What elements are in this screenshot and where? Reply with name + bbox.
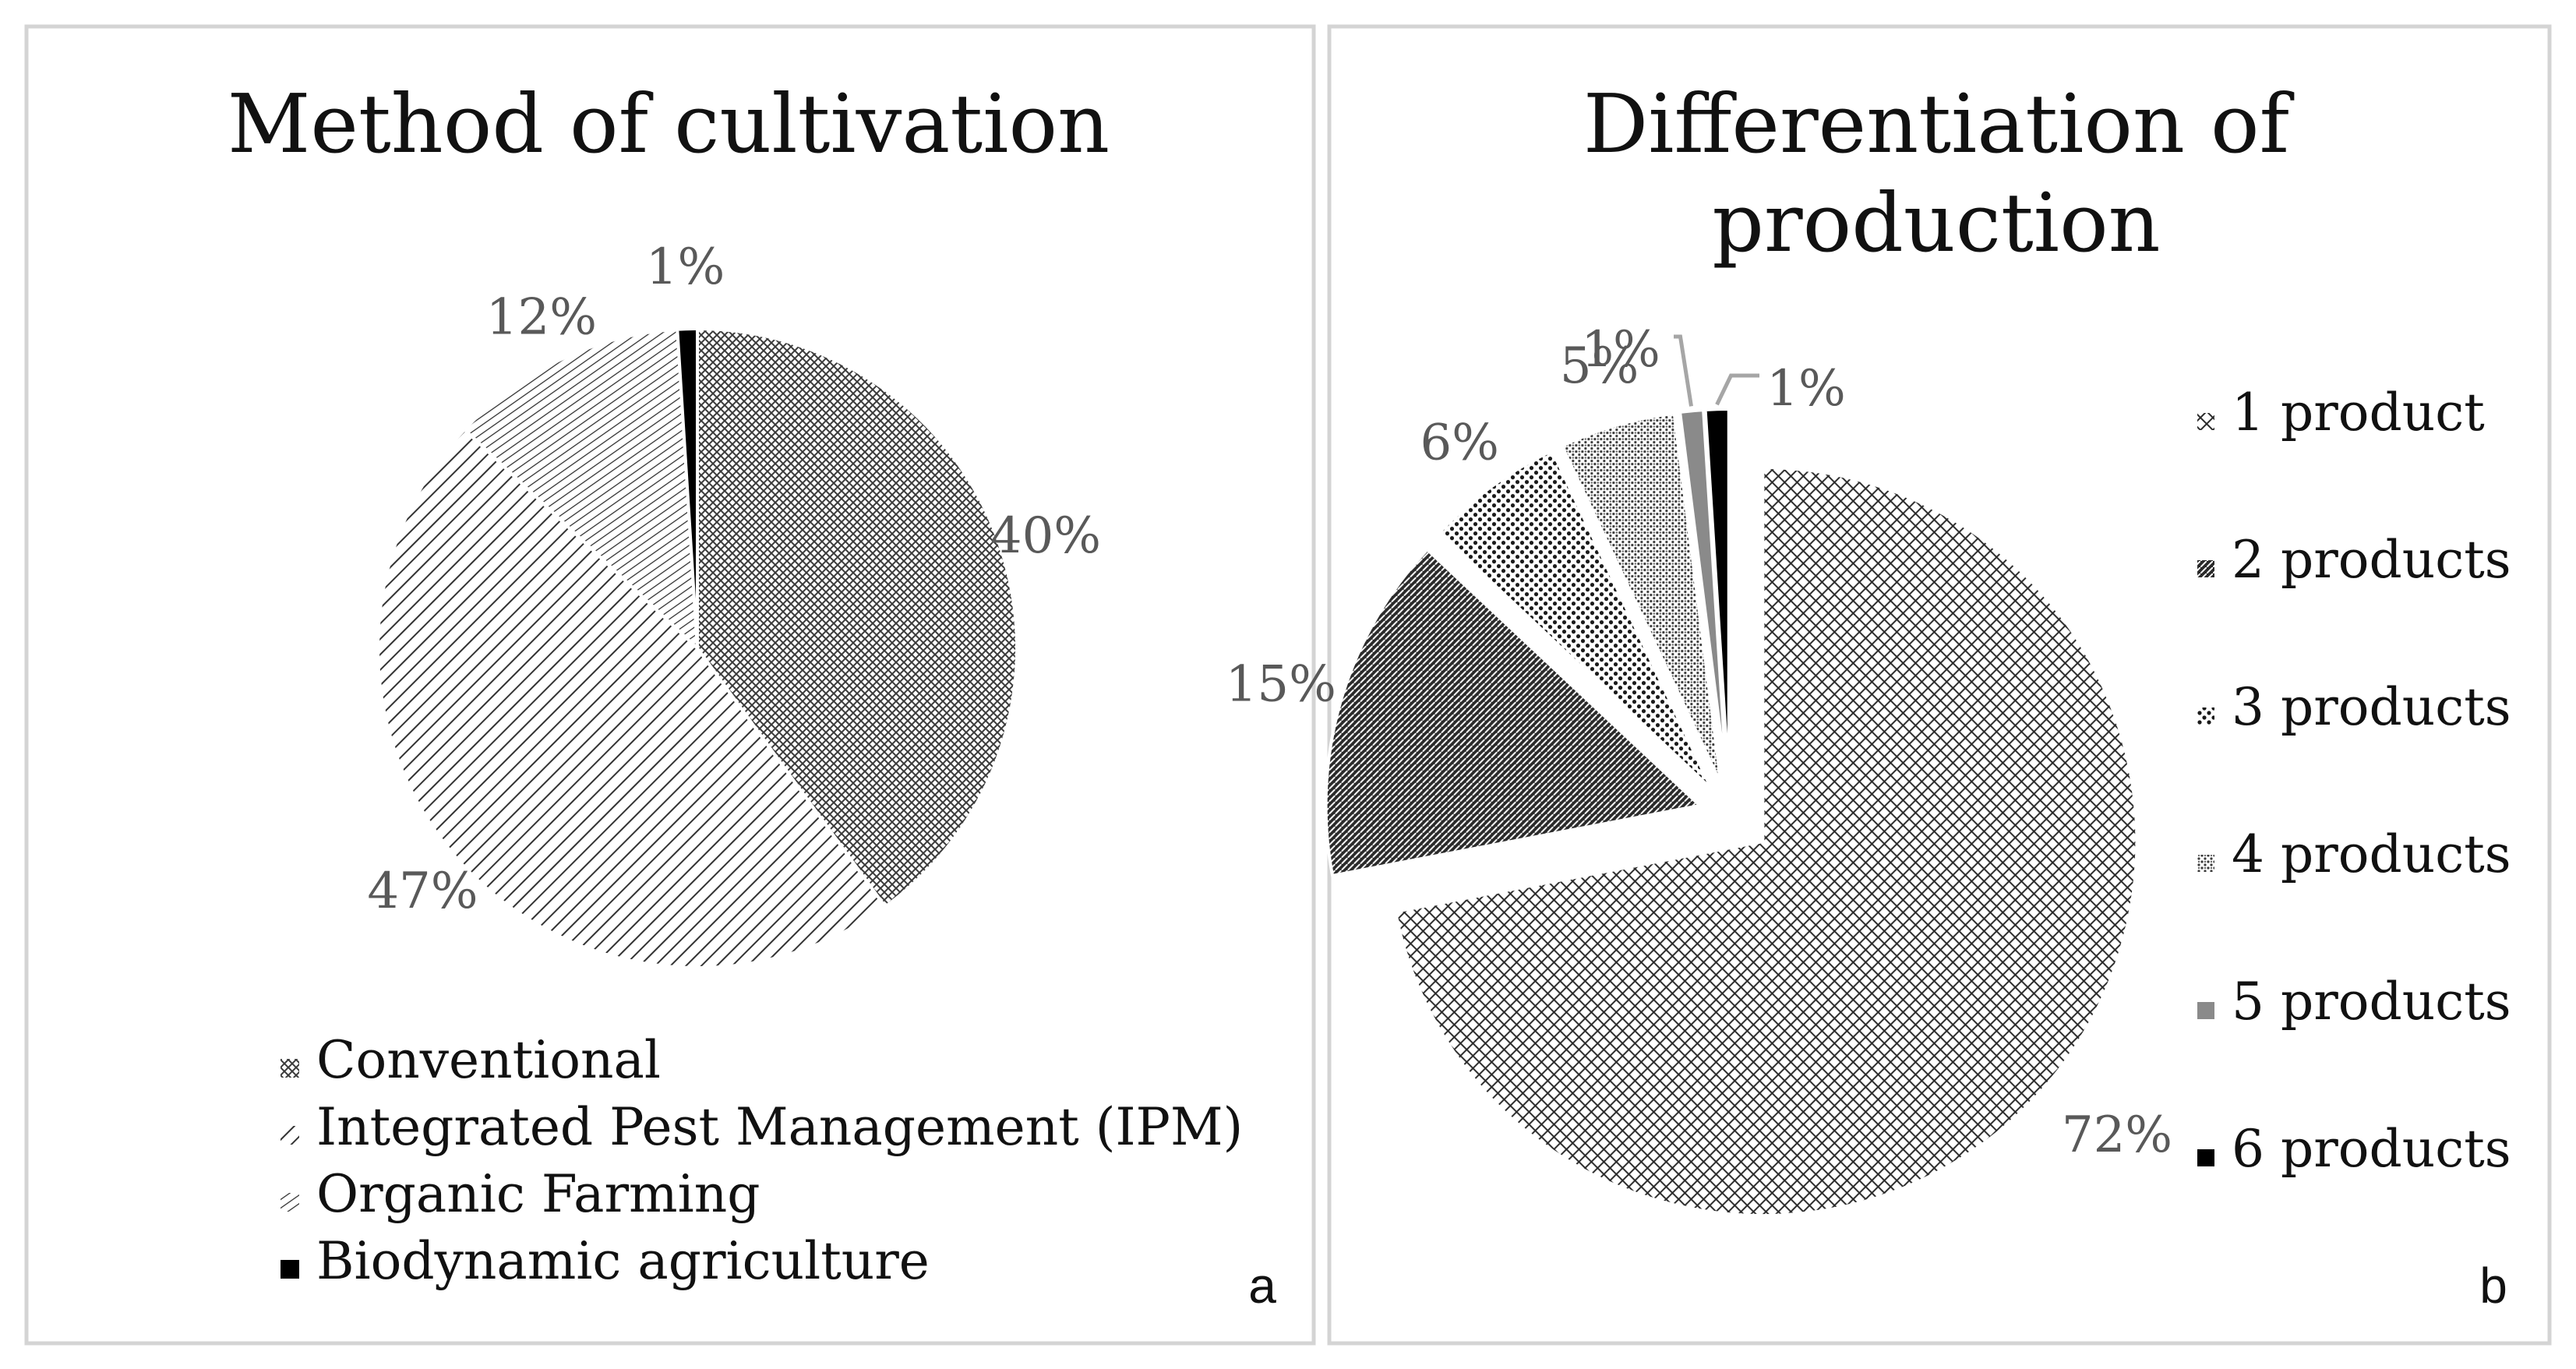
legend-label-5-products: 5 products xyxy=(2232,972,2511,1032)
slice-group-5-products xyxy=(1678,408,1729,784)
data-label-3-products: 6% xyxy=(1420,415,1499,472)
data-label-4-products: 5% xyxy=(1560,337,1639,395)
legend-label-4-products: 4 products xyxy=(2232,824,2511,884)
panel-b-title-line-2: production xyxy=(1712,175,2160,270)
slice-4-products xyxy=(1559,411,1723,785)
legend-swatch-biodynamic-agriculture xyxy=(281,1260,299,1279)
panel-b-data-labels: 72%15%6%5%1%1% xyxy=(1226,321,2172,1164)
panel-b-pie xyxy=(1324,408,2139,1218)
slice-1-product xyxy=(1393,466,2139,1218)
slice-group-6-products xyxy=(1703,408,1731,784)
slice-conventional xyxy=(696,326,1018,909)
legend-label-6-products: 6 products xyxy=(2232,1119,2511,1179)
panel-a: Method of cultivation 40% 47% 12% 1% Conven… xyxy=(24,24,1316,1346)
legend-label-conventional: Conventional xyxy=(316,1030,661,1090)
legend-swatch-5-products xyxy=(2197,1002,2214,1019)
legend-label-2-products: 2 products xyxy=(2232,530,2511,590)
data-label-1-product: 72% xyxy=(2062,1106,2172,1164)
panel-a-legend: Conventional Integrated Pest Management (… xyxy=(281,1030,1243,1291)
legend-swatch-conventional xyxy=(281,1059,299,1078)
leader-line-6-products xyxy=(1715,373,1759,406)
data-label-2-products: 15% xyxy=(1226,656,1336,714)
legend-swatch-2-products xyxy=(2197,560,2214,577)
panel-a-letter: a xyxy=(1248,1258,1276,1314)
panel-b: Differentiation of production 72% 15% 6% 5%… xyxy=(1226,24,2552,1346)
legend-swatch-1-product xyxy=(2197,413,2214,430)
data-label-integrated-pest-management-ipm: 47% xyxy=(367,863,478,920)
slice-group-2-products xyxy=(1324,547,1703,878)
data-label-5-products: 1% xyxy=(1581,321,1660,379)
legend-swatch-organic-farming xyxy=(281,1193,299,1212)
legend-label-1-product: 1 product xyxy=(2232,383,2485,443)
slice-group-4-products xyxy=(1559,411,1723,785)
slice-5-products xyxy=(1678,408,1729,784)
data-label-conventional: 40% xyxy=(990,507,1101,565)
data-label-6-products: 1% xyxy=(1766,360,1846,418)
panel-b-letter: b xyxy=(2479,1258,2507,1314)
legend-swatch-integrated-pest-management-ipm xyxy=(281,1126,299,1145)
slice-group-1-product xyxy=(1393,466,2139,1218)
leader-line-5-products xyxy=(1674,334,1693,407)
legend-label-organic-farming: Organic Farming xyxy=(316,1164,760,1224)
data-label-organic-farming: 12% xyxy=(486,289,597,347)
legend-swatch-4-products xyxy=(2197,855,2214,872)
panel-a-title: Method of cultivation xyxy=(228,76,1110,171)
panel-a-data-labels: 40% 47% 12% 1% xyxy=(367,238,1101,920)
legend-label-3-products: 3 products xyxy=(2232,677,2511,737)
slice-group-3-products xyxy=(1436,448,1713,791)
slice-organic-farming xyxy=(462,327,700,652)
slice-integrated-pest-management-ipm xyxy=(376,427,887,969)
slice-6-products xyxy=(1703,408,1731,784)
legend-swatch-6-products xyxy=(2197,1149,2214,1166)
panel-a-pie xyxy=(376,326,1018,969)
legend-label-integrated-pest-management-ipm: Integrated Pest Management (IPM) xyxy=(316,1097,1243,1157)
slice-3-products xyxy=(1436,448,1713,791)
panel-b-legend: 1 product 2 products 3 products 4 products 5… xyxy=(2197,383,2511,1179)
data-label-biodynamic-agriculture: 1% xyxy=(646,238,725,296)
panel-b-title-line-1: Differentiation of xyxy=(1583,76,2295,171)
slice-2-products xyxy=(1324,547,1703,878)
legend-swatch-3-products xyxy=(2197,707,2214,725)
legend-label-biodynamic-agriculture: Biodynamic agriculture xyxy=(316,1231,930,1291)
slice-biodynamic-agriculture xyxy=(676,326,699,649)
